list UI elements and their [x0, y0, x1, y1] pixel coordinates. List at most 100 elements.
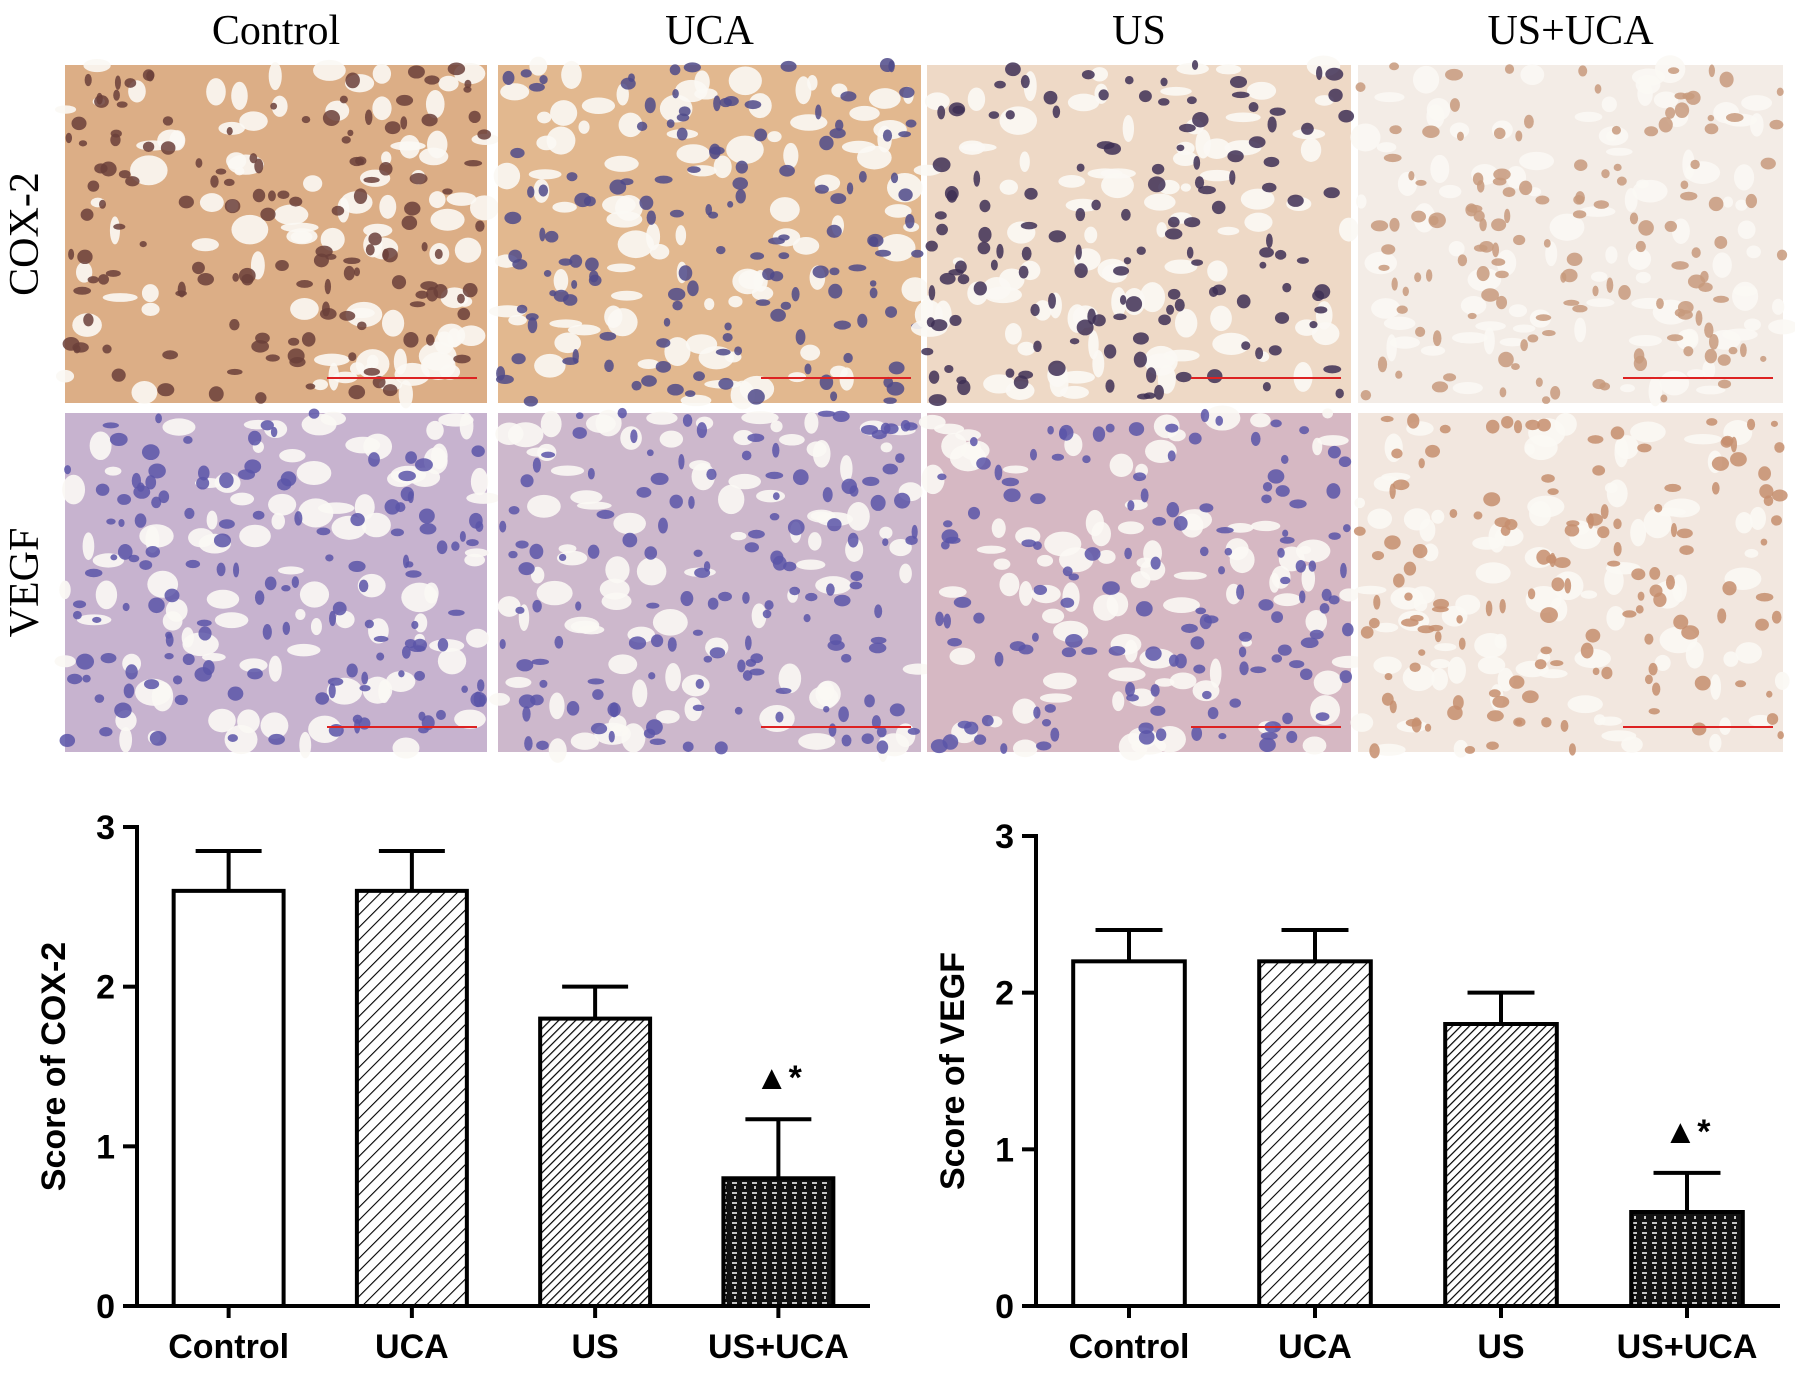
- nucleus: [1211, 200, 1226, 215]
- nucleus: [1711, 456, 1729, 471]
- nucleus: [1698, 282, 1713, 293]
- charts: 0 1 2 3 Score of COX-2 Control UCA US US+UCA ▲* 0 1…: [35, 809, 1780, 1366]
- nucleus: [502, 70, 515, 86]
- nucleus: [558, 258, 573, 266]
- nucleus: [1277, 547, 1285, 558]
- nucleus: [1326, 483, 1341, 499]
- nucleus: [1138, 730, 1155, 745]
- nucleus: [956, 376, 967, 385]
- nucleus: [451, 541, 460, 552]
- nucleus: [1081, 647, 1098, 655]
- vacuole: [271, 512, 285, 530]
- vacuole: [425, 90, 445, 119]
- vacuole: [665, 662, 681, 692]
- nucleus: [1540, 607, 1558, 623]
- nucleus: [1020, 221, 1038, 230]
- nucleus: [418, 508, 435, 524]
- nucleus: [1597, 526, 1610, 539]
- vacuole: [536, 135, 557, 151]
- vacuole: [1350, 123, 1381, 152]
- nucleus: [106, 518, 116, 525]
- nucleus: [528, 82, 545, 92]
- nucleus: [695, 678, 704, 689]
- nucleus: [178, 195, 194, 209]
- nucleus: [885, 306, 898, 318]
- vacuole: [1313, 670, 1343, 695]
- nucleus: [1563, 299, 1580, 306]
- nucleus: [1766, 713, 1779, 725]
- nucleus: [457, 307, 471, 321]
- nucleus: [1259, 261, 1267, 269]
- nucleus: [539, 679, 548, 688]
- nucleus: [1105, 423, 1115, 433]
- nucleus: [569, 254, 583, 268]
- nucleus: [1020, 75, 1030, 89]
- vacuole: [434, 331, 455, 355]
- nucleus: [117, 494, 132, 505]
- nucleus: [587, 467, 595, 480]
- nucleus: [364, 619, 374, 629]
- nucleus: [585, 257, 599, 272]
- nucleus: [1601, 169, 1610, 179]
- vacuole: [659, 430, 684, 448]
- vacuole: [1453, 739, 1469, 758]
- vacuole: [1684, 433, 1722, 445]
- nucleus: [1216, 527, 1234, 534]
- nucleus: [197, 273, 214, 286]
- nucleus: [628, 636, 647, 650]
- x-tick-label: US: [1477, 1328, 1524, 1366]
- nucleus: [1638, 220, 1654, 236]
- nucleus: [1033, 706, 1041, 719]
- vacuole: [392, 737, 420, 759]
- nucleus: [84, 568, 103, 578]
- nucleus: [1541, 396, 1551, 404]
- vacuole: [999, 106, 1038, 135]
- nucleus: [1415, 326, 1426, 337]
- nucleus: [716, 245, 726, 255]
- nucleus: [409, 301, 426, 308]
- nucleus: [1136, 393, 1151, 400]
- vacuole: [59, 580, 71, 600]
- vacuole: [726, 135, 764, 164]
- vacuole: [922, 295, 934, 321]
- nucleus: [1509, 675, 1525, 689]
- nucleus: [1606, 277, 1614, 293]
- vacuole: [817, 681, 835, 701]
- nucleus: [973, 170, 981, 187]
- nucleus: [1145, 646, 1162, 661]
- nucleus: [1401, 618, 1419, 627]
- annotation: ▲*: [755, 1059, 803, 1097]
- vacuole: [279, 449, 306, 463]
- nucleus: [1547, 488, 1559, 496]
- nucleus: [779, 164, 795, 177]
- nucleus: [1044, 703, 1056, 713]
- vacuole: [655, 710, 680, 724]
- vacuole: [738, 270, 764, 290]
- nucleus: [1075, 207, 1086, 222]
- nucleus: [889, 703, 905, 717]
- nucleus: [1537, 418, 1551, 432]
- nucleus: [1218, 566, 1226, 575]
- nucleus: [252, 188, 266, 203]
- nucleus: [102, 344, 112, 354]
- nucleus: [869, 280, 877, 287]
- nucleus: [226, 127, 233, 136]
- nucleus: [1664, 220, 1677, 232]
- nucleus: [574, 192, 592, 208]
- nucleus: [554, 635, 564, 649]
- nucleus: [457, 293, 465, 304]
- vacuole: [841, 140, 876, 154]
- nucleus: [692, 629, 704, 636]
- vacuole: [1383, 316, 1416, 331]
- vacuole: [303, 175, 323, 192]
- vacuole: [379, 194, 397, 219]
- nucleus: [1666, 334, 1684, 342]
- vacuole: [260, 712, 289, 739]
- nucleus: [1207, 369, 1223, 384]
- nucleus: [398, 670, 405, 678]
- vacuole: [999, 572, 1020, 597]
- nucleus: [1501, 415, 1514, 429]
- vacuole: [1374, 622, 1399, 633]
- nucleus: [325, 554, 334, 562]
- nucleus: [1422, 125, 1440, 138]
